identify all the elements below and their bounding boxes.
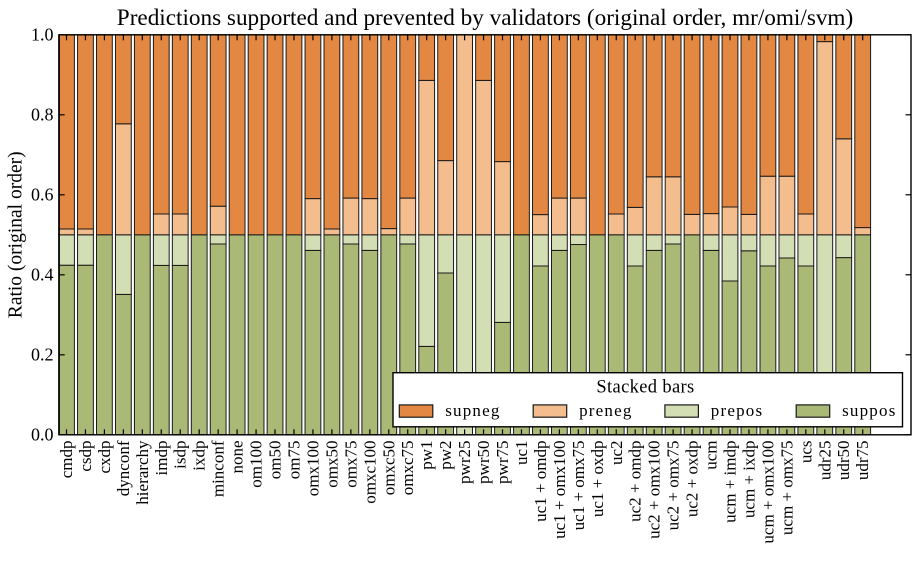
svg-text:uc2: uc2 [607,441,626,466]
svg-text:hierarchy: hierarchy [133,440,152,505]
svg-text:preneg: preneg [579,401,632,420]
svg-text:omx50: omx50 [322,441,341,488]
svg-text:ucm + omx100: ucm + omx100 [758,441,777,544]
svg-text:omxc75: omxc75 [398,441,417,496]
svg-text:ucm + ixdp: ucm + ixdp [739,441,758,519]
svg-text:pw2: pw2 [436,441,455,470]
svg-text:supneg: supneg [445,401,500,420]
svg-text:omx100: omx100 [303,441,322,497]
svg-text:minconf: minconf [209,440,228,497]
svg-text:om100: om100 [247,441,266,488]
svg-text:omx75: omx75 [341,441,360,488]
svg-text:udr75: udr75 [853,441,872,481]
svg-text:dynconf: dynconf [114,440,133,496]
svg-text:cxdp: cxdp [95,441,114,474]
svg-text:Stacked bars: Stacked bars [596,378,694,398]
svg-text:uc2 + oxdp: uc2 + oxdp [683,441,702,518]
svg-text:0.2: 0.2 [31,344,54,364]
svg-text:uc1 + omx100: uc1 + omx100 [550,441,569,539]
svg-text:cmdp: cmdp [57,441,76,479]
svg-text:0.8: 0.8 [31,104,54,124]
svg-text:pwr75: pwr75 [493,441,512,484]
svg-text:suppos: suppos [842,401,896,420]
svg-text:ixdp: ixdp [190,441,209,471]
svg-text:uc1 + oxdp: uc1 + oxdp [588,441,607,518]
svg-text:udr25: udr25 [815,441,834,481]
svg-text:uc1 + omdp: uc1 + omdp [531,441,550,522]
svg-text:isdp: isdp [171,441,190,469]
svg-text:0.0: 0.0 [31,424,54,444]
svg-text:uc2 + omx75: uc2 + omx75 [664,441,683,531]
svg-text:Ratio (original order): Ratio (original order) [6,151,27,318]
svg-text:none: none [228,441,247,474]
svg-text:ucm + imdp: ucm + imdp [721,441,740,523]
svg-text:0.4: 0.4 [31,264,54,284]
svg-text:udr50: udr50 [834,441,853,481]
svg-text:Predictions supported and prev: Predictions supported and prevented by v… [117,5,853,31]
svg-text:pwr50: pwr50 [474,441,493,484]
svg-text:prepos: prepos [711,401,764,420]
svg-text:0.6: 0.6 [31,184,54,204]
svg-text:ucm: ucm [702,441,721,470]
svg-text:ucs: ucs [796,441,815,464]
svg-text:om75: om75 [284,441,303,480]
svg-text:uc1: uc1 [512,441,531,466]
svg-text:uc2 + omx100: uc2 + omx100 [645,441,664,539]
svg-text:omxc50: omxc50 [379,441,398,496]
svg-text:imdp: imdp [152,441,171,476]
svg-text:ucm + omx75: ucm + omx75 [777,441,796,536]
svg-text:uc1 + omx75: uc1 + omx75 [569,441,588,531]
svg-text:pwr25: pwr25 [455,441,474,484]
svg-text:csdp: csdp [76,441,95,472]
svg-text:omxc100: omxc100 [360,441,379,504]
svg-text:uc2 + omdp: uc2 + omdp [626,441,645,522]
svg-text:1.0: 1.0 [31,24,54,44]
svg-text:om50: om50 [266,441,285,480]
svg-text:pw1: pw1 [417,441,436,470]
